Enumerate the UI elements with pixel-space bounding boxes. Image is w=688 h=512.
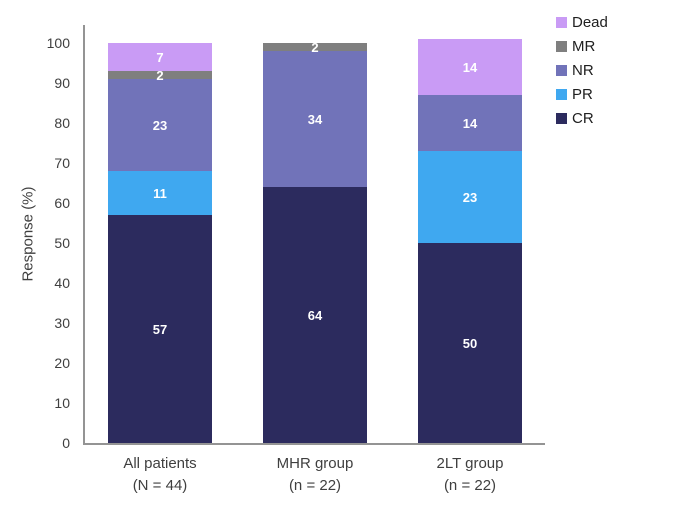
legend-label: MR xyxy=(572,38,596,55)
legend-item-dead: Dead xyxy=(556,15,608,30)
y-tick-label: 40 xyxy=(54,275,70,291)
legend-swatch-dead-icon xyxy=(556,17,567,28)
bar-value-label: 23 xyxy=(462,189,478,205)
bar-value-label: 23 xyxy=(152,117,168,133)
legend-label: PR xyxy=(572,86,593,103)
y-tick-label: 80 xyxy=(54,115,70,131)
legend-swatch-cr-icon xyxy=(556,113,567,124)
x-category-label: MHR group (n = 22) xyxy=(240,453,390,497)
x-axis-line xyxy=(83,443,545,445)
y-tick-label: 50 xyxy=(54,235,70,251)
y-axis-line xyxy=(83,25,85,445)
x-category-label: All patients (N = 44) xyxy=(85,453,235,497)
bar-value-label: 57 xyxy=(152,321,168,337)
bar-segment-mr: 2 xyxy=(108,67,212,83)
legend-label: CR xyxy=(572,110,594,127)
legend-swatch-mr-icon xyxy=(556,41,567,52)
y-tick-label: 20 xyxy=(54,355,70,371)
legend-swatch-pr-icon xyxy=(556,89,567,100)
x-category-label-line2: (N = 44) xyxy=(132,477,188,494)
bar-value-label: 2 xyxy=(156,67,164,83)
bar-segment-dead: 14 xyxy=(418,39,522,95)
legend-item-cr: CR xyxy=(556,111,608,126)
y-tick-label: 70 xyxy=(54,155,70,171)
y-tick-label: 10 xyxy=(54,395,70,411)
bar-all-patients: 7 2 23 11 57 xyxy=(108,43,212,443)
y-tick-label: 60 xyxy=(54,195,70,211)
x-category-label-line2: (n = 22) xyxy=(443,477,497,494)
bar-segment-cr: 64 xyxy=(263,187,367,443)
y-tick-label: 30 xyxy=(54,315,70,331)
legend-item-mr: MR xyxy=(556,39,608,54)
legend-label: Dead xyxy=(572,14,608,31)
bar-mhr-group: 2 34 64 xyxy=(263,39,367,443)
bar-value-label: 2 xyxy=(311,39,319,55)
bar-value-label: 7 xyxy=(156,49,164,65)
bar-segment-cr: 57 xyxy=(108,215,212,443)
legend-item-pr: PR xyxy=(556,87,608,102)
bar-segment-nr: 23 xyxy=(108,79,212,171)
bar-segment-nr: 14 xyxy=(418,95,522,151)
bar-value-label: 34 xyxy=(307,111,323,127)
legend: Dead MR NR PR CR xyxy=(556,15,608,135)
bar-segment-cr: 50 xyxy=(418,243,522,443)
x-category-label-line1: All patients xyxy=(123,455,197,472)
y-tick-label: 100 xyxy=(46,35,70,51)
bar-segment-pr: 23 xyxy=(418,151,522,243)
bar-segment-pr: 11 xyxy=(108,171,212,215)
bar-value-label: 14 xyxy=(462,115,478,131)
bar-segment-nr: 34 xyxy=(263,51,367,187)
x-category-label-line1: MHR group xyxy=(276,455,354,472)
bar-segment-dead: 7 xyxy=(108,43,212,71)
bar-value-label: 64 xyxy=(307,307,323,323)
legend-item-nr: NR xyxy=(556,63,608,78)
bar-segment-mr: 2 xyxy=(263,39,367,55)
bar-value-label: 50 xyxy=(462,335,478,351)
x-category-label: 2LT group (n = 22) xyxy=(395,453,545,497)
y-tick-label: 0 xyxy=(62,435,70,451)
legend-label: NR xyxy=(572,62,594,79)
legend-swatch-nr-icon xyxy=(556,65,567,76)
x-category-label-line1: 2LT group xyxy=(436,455,504,472)
bar-value-label: 11 xyxy=(153,185,167,201)
bar-2lt-group: 14 14 23 50 xyxy=(418,39,522,443)
y-tick-label: 90 xyxy=(54,75,70,91)
x-category-label-line2: (n = 22) xyxy=(288,477,342,494)
bar-value-label: 14 xyxy=(462,59,478,75)
